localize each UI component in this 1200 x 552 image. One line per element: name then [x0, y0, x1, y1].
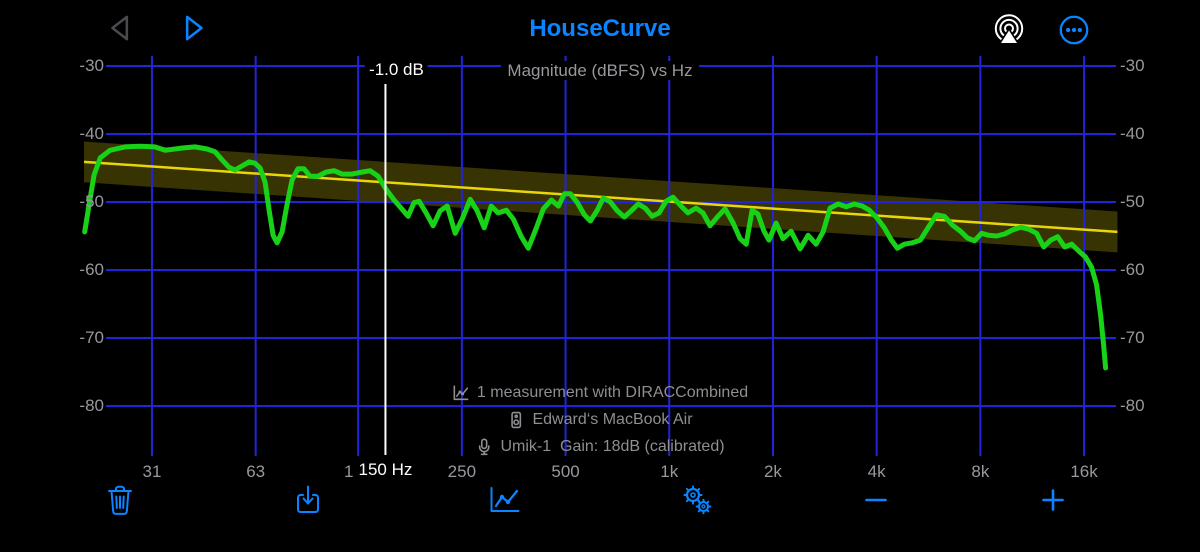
zoom-out-button[interactable]: [854, 478, 898, 522]
trash-icon: [108, 485, 132, 515]
target-line: [83, 160, 1118, 234]
y-tick-label-right: -30: [1120, 56, 1145, 75]
y-tick-label-left: -70: [79, 328, 104, 347]
zoom-in-button[interactable]: [1031, 478, 1075, 522]
plus-icon: [1042, 489, 1064, 511]
delete-button[interactable]: [98, 478, 142, 522]
y-tick-label-left: -60: [79, 260, 104, 279]
x-tick-label: 4k: [867, 462, 886, 481]
y-tick-label-left: -80: [79, 396, 104, 415]
play-button[interactable]: [176, 11, 210, 45]
x-tick-label: 2k: [763, 462, 782, 481]
export-button[interactable]: [286, 478, 330, 522]
previous-button[interactable]: [104, 11, 138, 45]
charts-button[interactable]: [483, 478, 527, 522]
y-tick-label-left: -30: [79, 56, 104, 75]
top-bar: HouseCurve: [0, 0, 1200, 56]
cursor-freq-label: 150 Hz: [354, 460, 417, 480]
gears-icon: [683, 485, 712, 515]
y-tick-label-left: -50: [79, 192, 104, 211]
x-tick-label: 31: [142, 462, 162, 481]
cursor-db-label: -1.0 dB: [365, 60, 428, 80]
y-tick-label-left: -40: [79, 124, 104, 143]
ellipsis-circle-icon: [1059, 15, 1089, 45]
y-tick-label-right: -40: [1120, 124, 1145, 143]
line-chart-icon: [490, 487, 520, 512]
download-icon: [297, 485, 319, 513]
y-tick-label-right: -50: [1120, 192, 1145, 211]
minus-icon: [865, 498, 887, 502]
y-tick-label-right: -80: [1120, 396, 1145, 415]
y-tick-label-right: -70: [1120, 328, 1145, 347]
x-tick-label: 63: [246, 462, 266, 481]
x-tick-label: 16k: [1070, 462, 1098, 481]
app-title: HouseCurve: [529, 15, 671, 42]
y-tick-label-right: -60: [1120, 260, 1145, 279]
airplay-button[interactable]: [990, 11, 1028, 49]
x-tick-label: 8k: [971, 462, 990, 481]
x-tick-label: 500: [551, 462, 580, 481]
settings-button[interactable]: [675, 478, 719, 522]
x-tick-label: 1k: [660, 462, 679, 481]
play-triangle-icon: [185, 15, 203, 41]
x-tick-label: 250: [447, 462, 477, 481]
more-button[interactable]: [1057, 13, 1091, 47]
back-triangle-icon: [111, 15, 129, 41]
measurement-curve: [82, 143, 1109, 371]
airplay-audio-icon: [994, 14, 1024, 45]
